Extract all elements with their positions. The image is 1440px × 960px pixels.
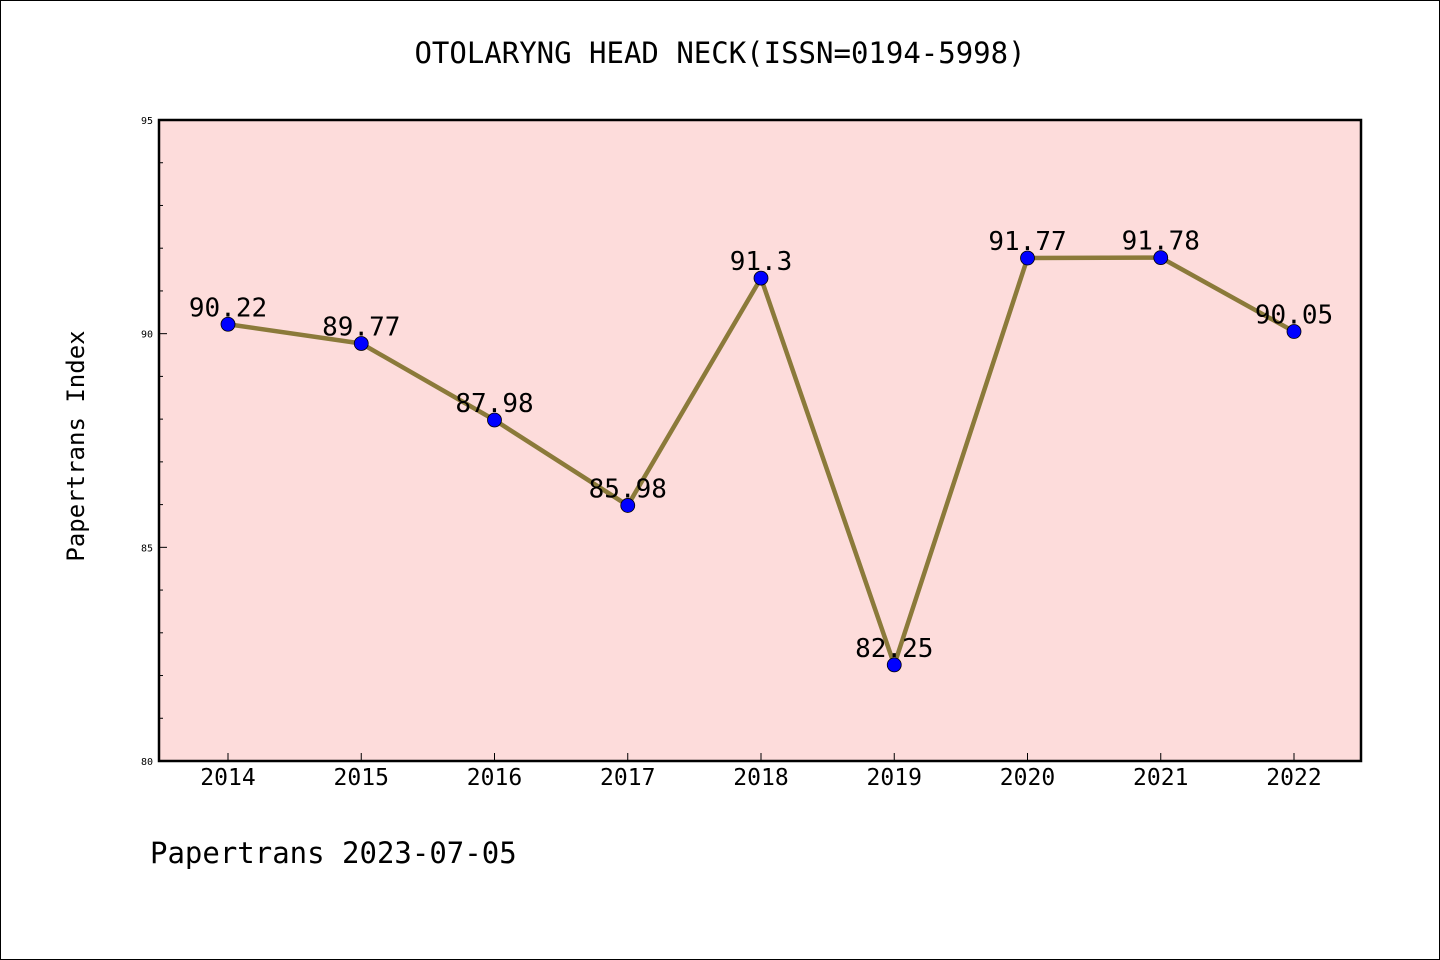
data-label: 85.98 — [589, 474, 667, 504]
data-label: 90.22 — [189, 293, 267, 323]
data-label: 87.98 — [455, 389, 533, 419]
data-label: 91.3 — [730, 247, 793, 277]
y-tick-label: 95 — [141, 116, 153, 127]
x-tick-label: 2015 — [334, 765, 389, 791]
x-tick-label: 2018 — [733, 765, 788, 791]
plot-area — [159, 120, 1361, 761]
footer-note: Papertrans 2023-07-05 — [150, 836, 517, 870]
data-point — [620, 498, 636, 513]
x-tick-label: 2016 — [467, 765, 522, 791]
data-label: 91.77 — [988, 227, 1066, 257]
data-label: 91.78 — [1122, 227, 1200, 257]
y-tick-label: 85 — [141, 543, 153, 554]
data-point — [1286, 324, 1302, 339]
data-point — [1020, 250, 1035, 266]
y-tick-label: 80 — [141, 757, 153, 768]
x-axis: 2014 2015 2016 2017 2018 2019 2020 2021 2022 — [200, 753, 1322, 791]
x-tick-label: 2021 — [1133, 765, 1188, 791]
data-label: 82.25 — [855, 634, 933, 664]
x-tick-label: 2017 — [600, 765, 655, 791]
x-tick-label: 2020 — [1000, 765, 1055, 791]
x-tick-label: 2019 — [867, 765, 922, 791]
x-tick-label: 2022 — [1266, 765, 1321, 791]
data-point — [886, 657, 902, 673]
data-point — [1153, 250, 1169, 266]
data-point — [753, 270, 769, 286]
data-point — [220, 316, 236, 332]
plot-border — [157, 118, 1363, 763]
data-point — [487, 412, 502, 428]
chart-title: OTOLARYNG HEAD NECK(ISSN=0194-5998) — [414, 36, 1026, 70]
data-point — [353, 336, 369, 351]
data-label: 89.77 — [322, 312, 400, 342]
x-tick-label: 2014 — [200, 765, 255, 791]
data-label: 90.05 — [1255, 301, 1333, 331]
y-tick-label: 90 — [141, 330, 153, 341]
series-group: 90.22 89.77 87.98 85.98 91.3 82.25 91.77 91.78 9… — [189, 227, 1333, 673]
